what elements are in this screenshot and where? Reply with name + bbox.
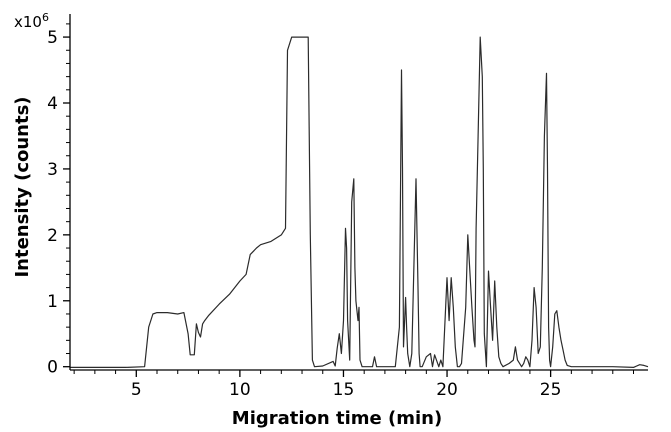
x-tick-label: 10	[229, 380, 251, 400]
y-tick-label: 4	[47, 94, 58, 114]
y-tick-label: 1	[47, 292, 58, 312]
y-tick-label: 3	[47, 160, 58, 180]
plot-area	[70, 36, 649, 368]
y-tick-label: 0	[47, 358, 58, 378]
x-axis-title: Migration time (min)	[232, 408, 442, 429]
y-multiplier-base: x10	[14, 13, 42, 31]
x-tick-label: 20	[436, 380, 458, 400]
y-axis-title: Intensity (counts)	[12, 96, 33, 277]
y-multiplier-exponent: 6	[42, 11, 49, 24]
axes: 5 10 15 20 25 0 1 2 3 4 5	[47, 14, 648, 400]
y-tick-label: 2	[47, 226, 58, 246]
y-axis-multiplier: x106	[14, 11, 49, 31]
x-tick-label: 15	[333, 380, 355, 400]
x-tick-label: 25	[540, 380, 562, 400]
electropherogram-trace	[70, 36, 649, 368]
x-tick-label: 5	[131, 380, 142, 400]
y-tick-label: 5	[47, 28, 58, 48]
